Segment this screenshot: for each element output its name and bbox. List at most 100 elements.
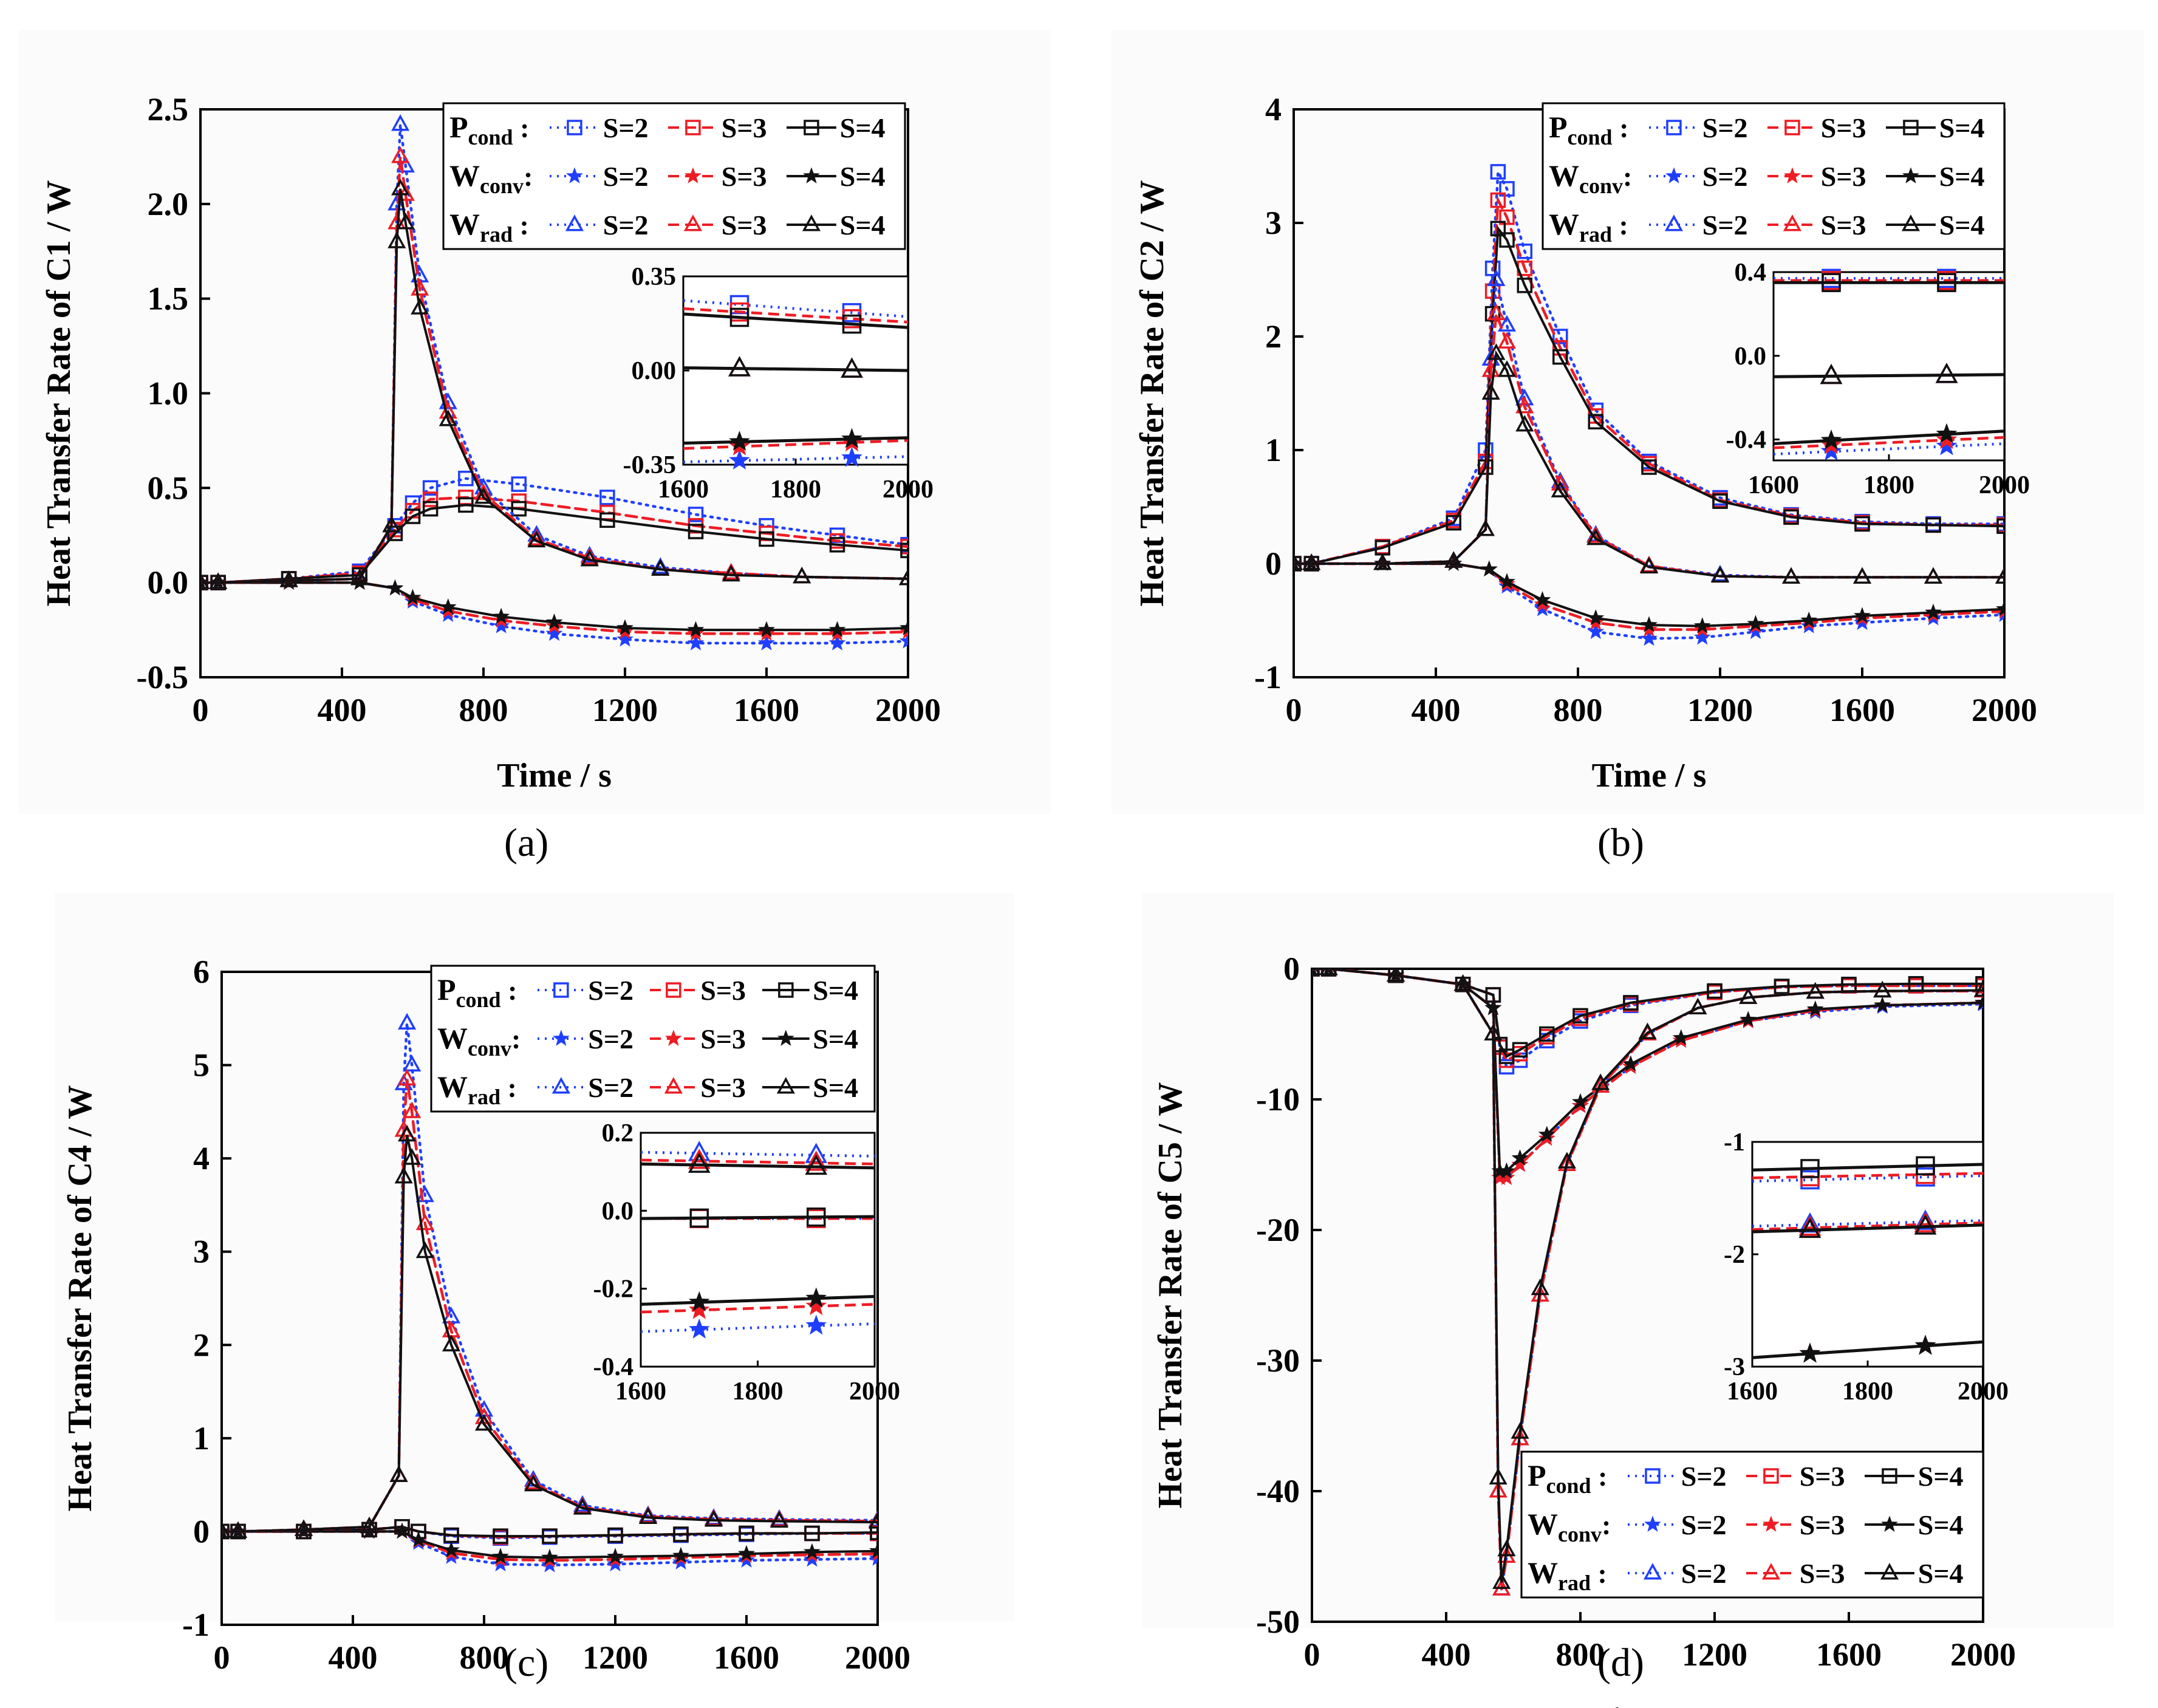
series-W_conv-S3 bbox=[200, 581, 908, 635]
legend-series-label: S=3 bbox=[700, 1023, 746, 1054]
y-tick-label: 0 bbox=[1265, 545, 1282, 582]
inset-y-tick-label: 0.4 bbox=[1735, 259, 1767, 287]
legend-marker bbox=[1666, 120, 1682, 135]
x-tick-label: 0 bbox=[1304, 1636, 1320, 1673]
legend-series-label: S=2 bbox=[1702, 112, 1748, 143]
series-W_conv-S4 bbox=[222, 1530, 878, 1559]
point-W_rad-S4 bbox=[403, 1148, 422, 1165]
point-W_conv-S2 bbox=[672, 1553, 689, 1570]
point-W_rad-S3 bbox=[1557, 1154, 1576, 1172]
point-W_rad-S4 bbox=[1515, 415, 1534, 432]
point-W_rad-S4 bbox=[1591, 1073, 1610, 1090]
legend-series-label: S=3 bbox=[722, 210, 767, 241]
point-W_rad-S4 bbox=[1373, 553, 1392, 570]
point-W_rad-S4 bbox=[1739, 987, 1758, 1004]
inset: 1600 1800 2000 -0.4 -0.2 0.0 0.2 bbox=[593, 1119, 901, 1406]
legend-label: Wrad : bbox=[449, 207, 529, 247]
point-W_rad-S4 bbox=[439, 409, 457, 426]
point-W_conv-S4 bbox=[541, 1548, 558, 1565]
point-P_cond-S2 bbox=[1490, 164, 1506, 180]
legend-label: Pcond : bbox=[1549, 110, 1628, 149]
inset-x-tick-label: 2000 bbox=[883, 476, 934, 504]
point-W_rad-S4 bbox=[1710, 565, 1730, 583]
point-P_cond-S4 bbox=[829, 537, 845, 553]
legend-marker bbox=[1903, 120, 1919, 135]
inset-x-tick-label: 1800 bbox=[1842, 1378, 1893, 1406]
inset-point-W_conv-S4 bbox=[1820, 429, 1842, 450]
point-W_conv-S4 bbox=[1806, 1000, 1824, 1017]
x-tick-label: 1200 bbox=[1687, 692, 1753, 728]
inset-series-W_conv-S4 bbox=[1752, 1340, 1984, 1359]
legend-series-label: S=2 bbox=[603, 210, 649, 241]
legend-series-label: S=2 bbox=[1702, 210, 1748, 241]
inset-point-W_conv-S2 bbox=[1820, 440, 1842, 461]
x-tick-label: 800 bbox=[1554, 692, 1603, 728]
inset-x-tick-label: 2000 bbox=[1979, 471, 2030, 499]
point-W_conv-S4 bbox=[1800, 611, 1818, 628]
point-P_cond-S2 bbox=[422, 480, 439, 496]
y-tick-label: -20 bbox=[1256, 1212, 1300, 1248]
legend-label: Wconv: bbox=[1549, 159, 1632, 198]
legend-marker bbox=[565, 214, 584, 231]
inset-x-tick-label: 1600 bbox=[615, 1378, 666, 1406]
point-W_rad-S4 bbox=[770, 1511, 789, 1528]
inset-point-W_conv-S2 bbox=[688, 1318, 710, 1339]
point-W_rad-S4 bbox=[1551, 480, 1569, 497]
legend-label: Pcond : bbox=[437, 972, 517, 1012]
inset-point-W_rad-S4 bbox=[805, 1154, 828, 1175]
point-W_conv-S2 bbox=[1641, 629, 1658, 646]
point-W_rad-S2 bbox=[1551, 471, 1569, 488]
inset-series-W_conv-S4 bbox=[640, 1295, 875, 1306]
point-W_rad-S4 bbox=[1511, 1422, 1529, 1439]
inset-x-tick-label: 1600 bbox=[1748, 471, 1799, 499]
legend-marker bbox=[1643, 1563, 1662, 1580]
legend-marker bbox=[802, 214, 821, 231]
y-tick-label: -10 bbox=[1256, 1081, 1300, 1118]
point-W_rad-S4 bbox=[898, 569, 908, 586]
point-W_conv-S4 bbox=[493, 607, 510, 624]
legend-series-label: S=3 bbox=[722, 161, 767, 192]
series-P_cond-S4 bbox=[1294, 225, 2004, 565]
legend-series-label: S=4 bbox=[1939, 210, 1985, 241]
legend-series-label: S=4 bbox=[1918, 1461, 1964, 1492]
point-W_conv-S4 bbox=[443, 1541, 460, 1557]
y-tick-label: 4 bbox=[1265, 91, 1282, 128]
point-W_rad-S4 bbox=[704, 1510, 723, 1527]
point-W_rad-S4 bbox=[1873, 980, 1892, 998]
point-P_cond-S4 bbox=[1478, 459, 1494, 475]
point-P_cond-S4 bbox=[804, 1525, 820, 1542]
y-tick-label: -1 bbox=[182, 1607, 210, 1643]
inset-y-tick-label: -0.2 bbox=[593, 1276, 634, 1303]
point-W_rad-S4 bbox=[1638, 1022, 1657, 1039]
point-P_cond-S4 bbox=[405, 508, 421, 524]
legend-series-label: S=3 bbox=[1821, 161, 1866, 192]
inset-point-P_cond-S4 bbox=[1822, 273, 1841, 292]
point-W_conv-S4 bbox=[1854, 607, 1871, 623]
inset-point-P_cond-S4 bbox=[729, 307, 749, 327]
point-P_cond-S4 bbox=[1975, 975, 1983, 992]
point-W_conv-S4 bbox=[404, 589, 422, 605]
inset-point-P_cond-S4 bbox=[689, 1208, 709, 1228]
point-P_cond-S3 bbox=[1499, 209, 1515, 225]
point-W_conv-S4 bbox=[1925, 603, 1942, 620]
inset-point-W_rad-S4 bbox=[688, 1152, 711, 1173]
point-W_rad-S4 bbox=[398, 1124, 417, 1142]
legend-series-label: S=2 bbox=[603, 161, 649, 192]
series-W_conv-S2 bbox=[200, 581, 908, 645]
y-tick-label: -50 bbox=[1256, 1604, 1300, 1640]
point-W_rad-S4 bbox=[474, 1413, 494, 1431]
legend-series-label: S=3 bbox=[700, 975, 746, 1006]
point-P_cond-S2 bbox=[1499, 181, 1515, 197]
point-P_cond-S4 bbox=[511, 500, 527, 517]
point-P_cond-S4 bbox=[1641, 459, 1657, 475]
y-tick-label: -0.5 bbox=[137, 659, 188, 695]
y-tick-label: -30 bbox=[1256, 1342, 1300, 1379]
inset-point-W_rad-S4 bbox=[1820, 363, 1843, 384]
y-tick-label: 2 bbox=[1265, 318, 1282, 355]
point-P_cond-S4 bbox=[739, 1525, 754, 1542]
legend-series-label: S=3 bbox=[1800, 1461, 1845, 1492]
series-W_rad-S4 bbox=[1312, 969, 1983, 1583]
point-P_cond-S4 bbox=[1490, 220, 1506, 237]
point-P_cond-S4 bbox=[870, 1525, 878, 1540]
legend-series-label: S=4 bbox=[813, 1023, 858, 1054]
